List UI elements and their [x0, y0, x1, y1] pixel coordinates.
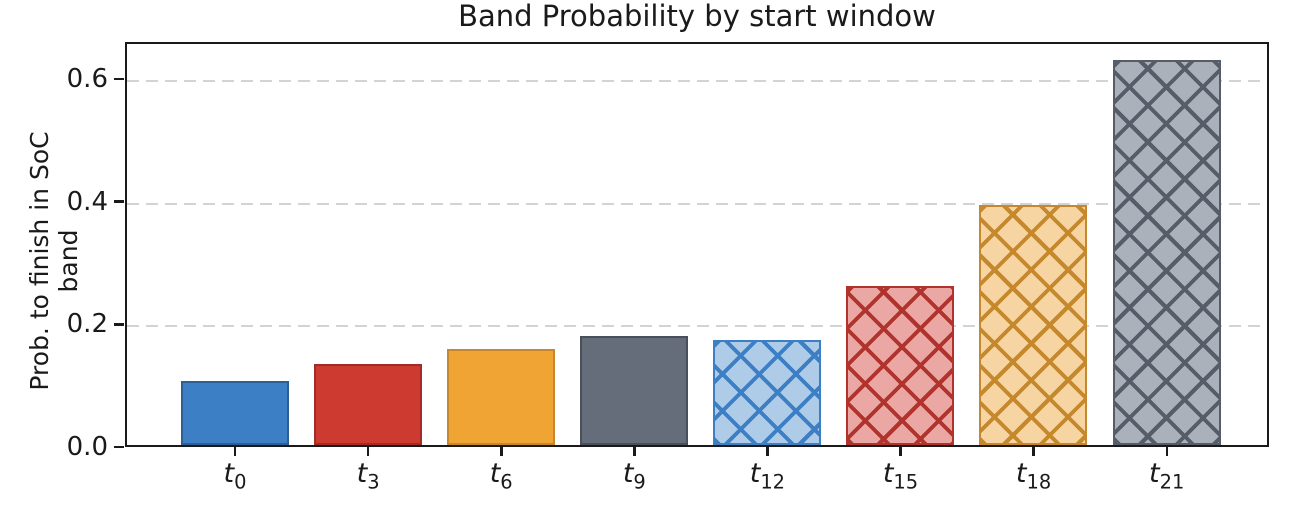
x-tick-label-t_21: t21 — [1149, 458, 1185, 494]
x-tick-label-t_3: t3 — [356, 458, 380, 494]
gridline-y-0.2 — [127, 325, 1267, 328]
y-tick-mark-0.4 — [114, 200, 124, 203]
chart-title: Band Probability by start window — [458, 0, 936, 33]
x-tick-mark-t_9 — [633, 447, 636, 456]
x-tick-mark-t_0 — [233, 447, 237, 456]
y-axis-label: Prob. to finish in SoC band — [25, 131, 83, 391]
x-tick-label-t_9: t9 — [622, 458, 646, 494]
x-tick-label-t_15: t15 — [882, 458, 919, 494]
bar-t_6 — [447, 349, 555, 445]
bar-t_18 — [979, 204, 1088, 445]
x-tick-label-t_18: t18 — [1015, 458, 1052, 494]
x-tick-label-t_0: t0 — [223, 458, 247, 494]
y-tick-mark-0.6 — [114, 77, 124, 81]
bar-t_15 — [846, 286, 955, 445]
x-tick-mark-t_3 — [366, 447, 370, 456]
y-tick-label-0.0: 0.0 — [66, 432, 108, 462]
bar-t_12 — [713, 339, 822, 445]
x-tick-mark-t_18 — [1032, 447, 1035, 456]
bar-t_0 — [180, 381, 289, 445]
x-tick-label-t_6: t6 — [489, 458, 513, 494]
y-tick-label-0.4: 0.4 — [66, 186, 108, 217]
plot-area — [125, 42, 1269, 447]
y-tick-label-0.2: 0.2 — [66, 309, 108, 340]
gridline-y-0.6 — [127, 79, 1267, 82]
bar-t_21 — [1112, 59, 1221, 445]
x-tick-mark-t_21 — [1165, 447, 1168, 456]
x-tick-mark-t_15 — [899, 447, 902, 456]
x-tick-mark-t_6 — [500, 447, 503, 456]
x-tick-label-t_12: t12 — [749, 458, 786, 494]
gridline-y-0.4 — [127, 202, 1267, 205]
bar-t_3 — [313, 364, 422, 445]
y-tick-mark-0.2 — [114, 323, 124, 326]
bar-t_9 — [580, 335, 689, 445]
x-tick-mark-t_12 — [766, 447, 769, 456]
y-tick-label-0.6: 0.6 — [66, 63, 108, 94]
y-tick-mark-0.0 — [114, 445, 124, 449]
